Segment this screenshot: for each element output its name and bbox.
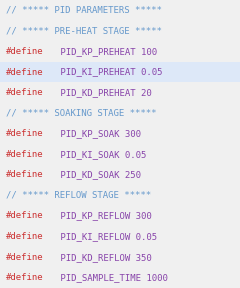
Text: #define: #define [6,273,44,282]
Text: // ***** PID PARAMETERS *****: // ***** PID PARAMETERS ***** [6,6,162,15]
Text: PID_SAMPLE_TIME 1000: PID_SAMPLE_TIME 1000 [54,273,168,282]
Text: #define: #define [6,150,44,159]
Text: #define: #define [6,211,44,221]
Text: PID_KD_SOAK 250: PID_KD_SOAK 250 [54,170,141,179]
Text: PID_KI_SOAK 0.05: PID_KI_SOAK 0.05 [54,150,146,159]
Text: PID_KI_PREHEAT 0.05: PID_KI_PREHEAT 0.05 [54,67,162,77]
Text: #define: #define [6,253,44,262]
Text: // ***** REFLOW STAGE *****: // ***** REFLOW STAGE ***** [6,191,151,200]
Text: // ***** PRE-HEAT STAGE *****: // ***** PRE-HEAT STAGE ***** [6,26,162,35]
Text: #define: #define [6,47,44,56]
Text: #define: #define [6,129,44,138]
Text: PID_KI_REFLOW 0.05: PID_KI_REFLOW 0.05 [54,232,157,241]
Text: #define: #define [6,67,44,77]
Text: PID_KD_REFLOW 350: PID_KD_REFLOW 350 [54,253,151,262]
Text: PID_KP_PREHEAT 100: PID_KP_PREHEAT 100 [54,47,157,56]
Text: #define: #define [6,232,44,241]
Text: PID_KD_PREHEAT 20: PID_KD_PREHEAT 20 [54,88,151,97]
Text: #define: #define [6,170,44,179]
Text: #define: #define [6,88,44,97]
Text: // ***** SOAKING STAGE *****: // ***** SOAKING STAGE ***** [6,109,156,118]
Bar [0,62,240,82]
Text: PID_KP_SOAK 300: PID_KP_SOAK 300 [54,129,141,138]
Text: PID_KP_REFLOW 300: PID_KP_REFLOW 300 [54,211,151,221]
